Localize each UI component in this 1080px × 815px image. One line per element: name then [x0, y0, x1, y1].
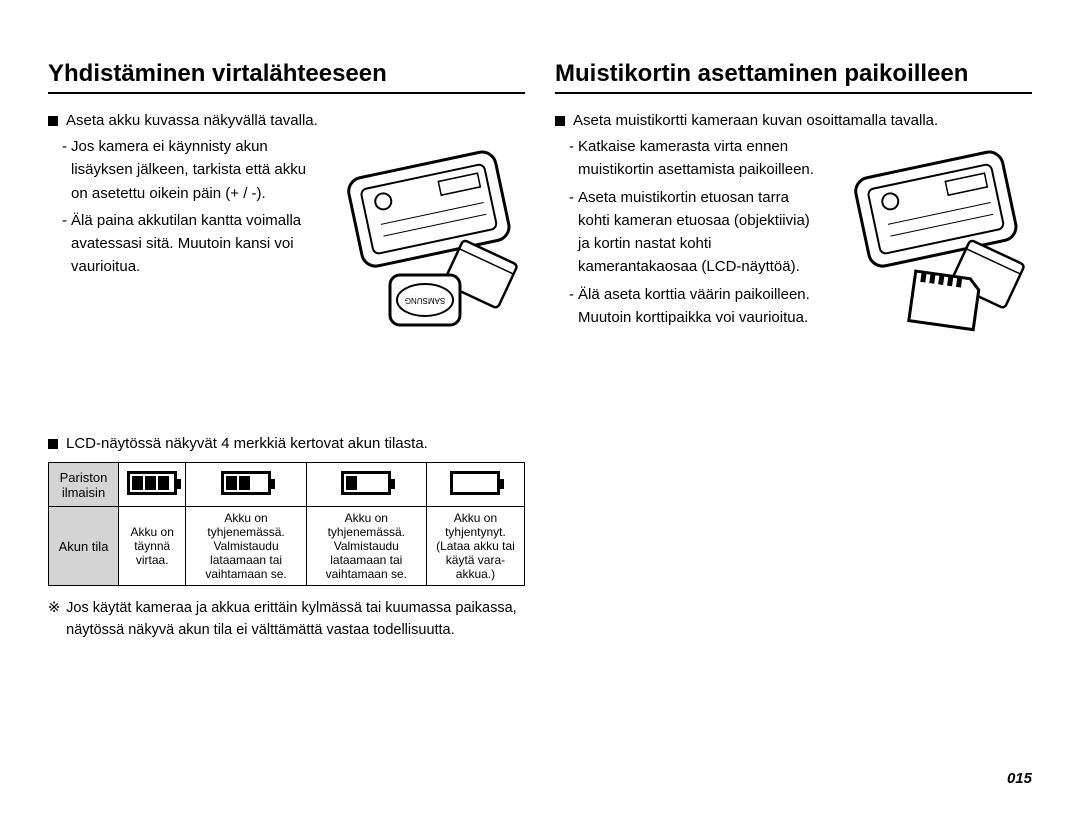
right-sub-1-text: Katkaise kamerasta virta ennen muistikor… — [578, 135, 820, 182]
battery-status-table: Pariston ilmaisin Akun tila — [48, 462, 525, 586]
right-sub-2: - Aseta muistikortin etuosan tarra kohti… — [569, 186, 820, 279]
footnote: ※ Jos käytät kameraa ja akkua erittäin k… — [48, 598, 525, 642]
battery-cell-0: Akku on täynnä virtaa. — [119, 507, 186, 586]
right-sub-2-text: Aseta muistikortin etuosan tarra kohti k… — [578, 186, 820, 279]
right-sub-3: - Älä aseta korttia väärin paikoilleen. … — [569, 283, 820, 330]
square-bullet-icon — [555, 116, 565, 126]
battery-icon-1 — [306, 463, 426, 507]
left-sub-2-text: Älä paina akkutilan kantta voimalla avat… — [71, 209, 313, 279]
footnote-text: Jos käytät kameraa ja akkua erittäin kyl… — [66, 598, 525, 642]
right-sub-3-text: Älä aseta korttia väärin paikoilleen. Mu… — [578, 283, 820, 330]
camera-battery-illustration: SAMSUNG — [325, 135, 525, 335]
square-bullet-icon — [48, 439, 58, 449]
right-sub-1: - Katkaise kamerasta virta ennen muistik… — [569, 135, 820, 182]
dash-icon: - — [569, 186, 574, 279]
battery-cell-2: Akku on tyhjenemässä. Valmistaudu lataam… — [306, 507, 426, 586]
dash-icon: - — [569, 135, 574, 182]
right-bullet-1-text: Aseta muistikortti kameraan kuvan osoitt… — [573, 112, 938, 129]
dash-icon: - — [569, 283, 574, 330]
left-sub-1: - Jos kamera ei käynnisty akun lisäyksen… — [62, 135, 313, 205]
left-heading: Yhdistäminen virtalähteeseen — [48, 60, 525, 94]
battery-cell-1: Akku on tyhjenemässä. Valmistaudu lataam… — [186, 507, 306, 586]
table-row2-label: Akun tila — [49, 507, 119, 586]
battery-icon-empty — [426, 463, 524, 507]
camera-memorycard-illustration — [832, 135, 1032, 335]
dash-icon: - — [62, 135, 67, 205]
left-sub-1-text: Jos kamera ei käynnisty akun lisäyksen j… — [71, 135, 313, 205]
right-column: Muistikortin asettaminen paikoilleen Ase… — [555, 60, 1032, 642]
right-heading: Muistikortin asettaminen paikoilleen — [555, 60, 1032, 94]
left-bullet-1-text: Aseta akku kuvassa näkyvällä tavalla. — [66, 112, 318, 129]
square-bullet-icon — [48, 116, 58, 126]
reference-mark-icon: ※ — [48, 598, 60, 642]
dash-icon: - — [62, 209, 67, 279]
battery-icon-full — [119, 463, 186, 507]
right-bullet-1: Aseta muistikortti kameraan kuvan osoitt… — [555, 112, 1032, 129]
lcd-note-bullet: LCD-näytössä näkyvät 4 merkkiä kertovat … — [48, 435, 525, 452]
svg-text:SAMSUNG: SAMSUNG — [405, 296, 445, 305]
left-column: Yhdistäminen virtalähteeseen Aseta akku … — [48, 60, 525, 642]
left-sub-2: - Älä paina akkutilan kantta voimalla av… — [62, 209, 313, 279]
battery-icon-2 — [186, 463, 306, 507]
battery-cell-3: Akku on tyhjentynyt. (Lataa akku tai käy… — [426, 507, 524, 586]
table-row1-label: Pariston ilmaisin — [49, 463, 119, 507]
left-bullet-1: Aseta akku kuvassa näkyvällä tavalla. — [48, 112, 525, 129]
page-number: 015 — [1007, 770, 1032, 787]
lcd-note-text: LCD-näytössä näkyvät 4 merkkiä kertovat … — [66, 435, 428, 452]
